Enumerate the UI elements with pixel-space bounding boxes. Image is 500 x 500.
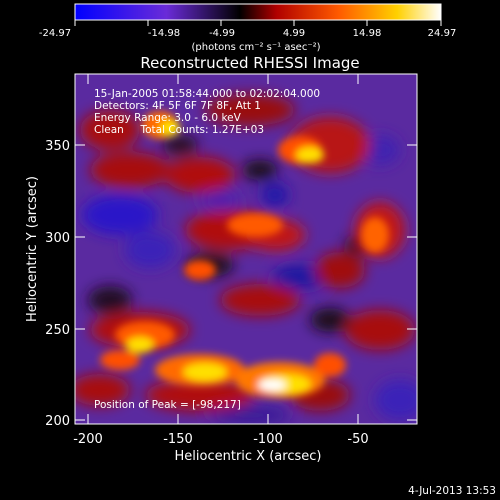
clean-counts-annotation: Clean Total Counts: 1.27E+03	[94, 124, 264, 136]
reconstructed-image	[75, 74, 417, 424]
peak-position-annotation: Position of Peak = [-98,217]	[94, 399, 241, 411]
colorbar-units-label: (photons cm⁻² s⁻¹ asec⁻²)	[191, 42, 320, 53]
time-range-annotation: 15-Jan-2005 01:58:44.000 to 02:02:04.000	[94, 88, 320, 100]
y-tick-label: 300	[45, 231, 70, 246]
x-tick-label: -200	[73, 432, 103, 447]
colorbar-tick-label: -24.97	[39, 28, 71, 39]
x-axis-label: Heliocentric X (arcsec)	[175, 449, 322, 464]
colorbar-tick-label: 24.97	[428, 28, 457, 39]
x-tick-label: -150	[163, 432, 193, 447]
detectors-annotation: Detectors: 4F 5F 6F 7F 8F, Att 1	[94, 100, 261, 112]
colorbar-tick-label: 4.99	[283, 28, 305, 39]
x-tick-label: -100	[253, 432, 283, 447]
y-tick-label: 350	[45, 139, 70, 154]
y-tick-label: 200	[45, 414, 70, 429]
image-title: Reconstructed RHESSI Image	[140, 54, 359, 72]
colorbar-tick-label: -4.99	[209, 28, 235, 39]
colorbar-ticks	[74, 20, 442, 26]
energy-range-annotation: Energy Range: 3.0 - 6.0 keV	[94, 112, 242, 124]
colorbar	[74, 3, 442, 21]
colorbar-tick-label: 14.98	[353, 28, 382, 39]
plot-timestamp: 4-Jul-2013 13:53	[408, 485, 496, 497]
colorbar-tick-label: -14.98	[148, 28, 180, 39]
plot-frame	[74, 73, 418, 425]
y-tick-label: 250	[45, 323, 70, 338]
x-tick-label: -50	[347, 432, 368, 447]
y-axis-label: Heliocentric Y (arcsec)	[25, 176, 40, 322]
axis-ticks	[75, 74, 417, 424]
